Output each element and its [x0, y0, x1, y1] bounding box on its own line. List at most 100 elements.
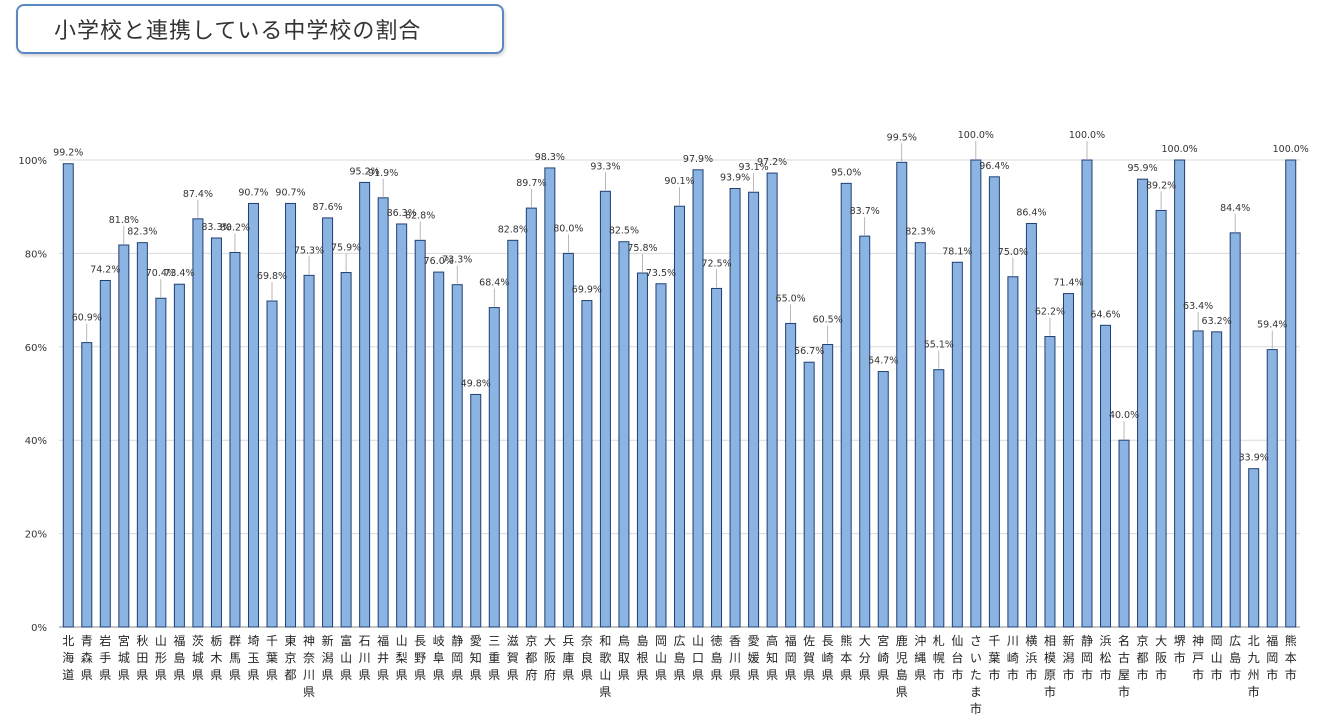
- data-label: 60.5%: [813, 314, 843, 325]
- data-label: 83.7%: [850, 206, 880, 217]
- category-label: 広島市: [1229, 634, 1241, 682]
- data-label: 62.2%: [1035, 307, 1065, 318]
- data-label: 90.1%: [664, 176, 694, 187]
- data-label: 56.7%: [794, 346, 824, 357]
- category-label: 群馬県: [229, 634, 241, 682]
- data-label: 75.8%: [627, 243, 657, 254]
- category-label: 福岡県: [785, 633, 797, 682]
- data-label: 95.9%: [1127, 163, 1157, 174]
- bar: [359, 181, 371, 628]
- y-tick-label: 20%: [25, 530, 47, 541]
- category-label: 山口県: [692, 634, 704, 682]
- bar: [636, 272, 648, 628]
- category-label: 川崎市: [1007, 634, 1019, 682]
- data-label: 63.4%: [1183, 301, 1213, 312]
- data-label: 73.3%: [442, 255, 472, 266]
- data-label: 86.4%: [1016, 208, 1046, 219]
- data-label: 75.9%: [331, 243, 361, 254]
- data-label: 93.3%: [590, 161, 620, 172]
- category-label: 岩手県: [99, 633, 111, 682]
- category-label: 埼玉県: [247, 634, 259, 682]
- category-label: 宮城県: [118, 633, 130, 682]
- category-label: 佐賀県: [803, 634, 815, 682]
- data-label: 49.8%: [461, 378, 491, 389]
- bar: [655, 283, 667, 628]
- category-label: 静岡市: [1081, 634, 1093, 682]
- data-label: 82.3%: [127, 227, 157, 238]
- data-label: 97.2%: [757, 157, 787, 168]
- bar: [210, 237, 222, 628]
- bar: [840, 182, 852, 628]
- data-label: 90.7%: [238, 187, 268, 198]
- bar: [877, 371, 889, 628]
- bar: [488, 307, 500, 628]
- data-label: 55.1%: [924, 340, 954, 351]
- bar: [99, 279, 111, 628]
- category-label: 神戸市: [1192, 634, 1204, 682]
- bar: [562, 252, 574, 628]
- category-label: 北九州市: [1248, 634, 1260, 699]
- bar: [1118, 439, 1130, 628]
- bar: [62, 163, 74, 628]
- data-label: 100.0%: [958, 130, 994, 141]
- bar: [507, 239, 519, 628]
- data-label: 74.2%: [90, 264, 120, 275]
- data-label: 97.9%: [683, 154, 713, 165]
- leader-layer: [86, 141, 1273, 440]
- bar: [748, 191, 760, 628]
- category-label: 高知県: [766, 633, 778, 682]
- category-label: 山梨県: [396, 634, 408, 682]
- data-label: 95.2%: [350, 166, 380, 177]
- category-label: 岡山市: [1211, 634, 1223, 682]
- bar: [544, 167, 556, 628]
- bar: [414, 239, 426, 628]
- category-label: 愛媛県: [748, 634, 760, 682]
- bar: [247, 202, 259, 628]
- data-label: 99.2%: [53, 148, 83, 159]
- category-label: 徳島県: [711, 633, 723, 682]
- category-label: 山形県: [155, 634, 167, 682]
- data-label: 93.9%: [720, 172, 750, 183]
- bar: [803, 361, 815, 628]
- data-label: 89.7%: [516, 178, 546, 189]
- category-label: 大阪府: [544, 634, 556, 682]
- bar: [525, 207, 537, 628]
- data-label: 87.6%: [312, 202, 342, 213]
- data-label: 80.2%: [220, 222, 250, 233]
- bar: [896, 161, 908, 628]
- data-label: 93.1%: [738, 162, 768, 173]
- title-box: 小学校と連携している中学校の割合: [16, 4, 504, 54]
- category-label: 鹿児島県: [896, 633, 908, 699]
- bar: [1192, 330, 1204, 628]
- category-label: 福島県: [173, 633, 185, 682]
- category-label: 熊本県: [840, 633, 852, 682]
- bar: [285, 202, 297, 628]
- data-label: 59.4%: [1257, 320, 1287, 331]
- category-label: 富山県: [340, 633, 352, 682]
- bar: [173, 283, 185, 628]
- category-label: 熊本市: [1285, 633, 1297, 682]
- category-label: 京都府: [525, 634, 537, 682]
- category-label: 千葉県: [266, 634, 278, 682]
- data-label: 82.3%: [905, 227, 935, 238]
- data-label: 82.5%: [609, 226, 639, 237]
- data-label: 86.3%: [387, 208, 417, 219]
- data-label: 54.7%: [868, 356, 898, 367]
- category-label: 香川県: [729, 634, 741, 682]
- bar: [229, 251, 241, 628]
- bar: [599, 190, 611, 628]
- data-label: 75.3%: [294, 245, 324, 256]
- category-layer: 北海道青森県岩手県宮城県秋田県山形県福島県茨城県栃木県群馬県埼玉県千葉県東京都神…: [62, 633, 1296, 716]
- bar: [303, 274, 315, 628]
- bar: [118, 244, 130, 628]
- y-tick-label: 0%: [31, 623, 47, 634]
- data-label: 76.0%: [424, 256, 454, 267]
- category-label: 秋田県: [136, 634, 148, 682]
- data-label: 100.0%: [1161, 144, 1197, 155]
- bar: [711, 287, 723, 628]
- category-label: 奈良県: [581, 634, 593, 682]
- data-label: 75.0%: [998, 247, 1028, 258]
- category-label: 鳥取県: [618, 633, 630, 682]
- data-label: 100.0%: [1273, 144, 1309, 155]
- bar: [1137, 178, 1149, 628]
